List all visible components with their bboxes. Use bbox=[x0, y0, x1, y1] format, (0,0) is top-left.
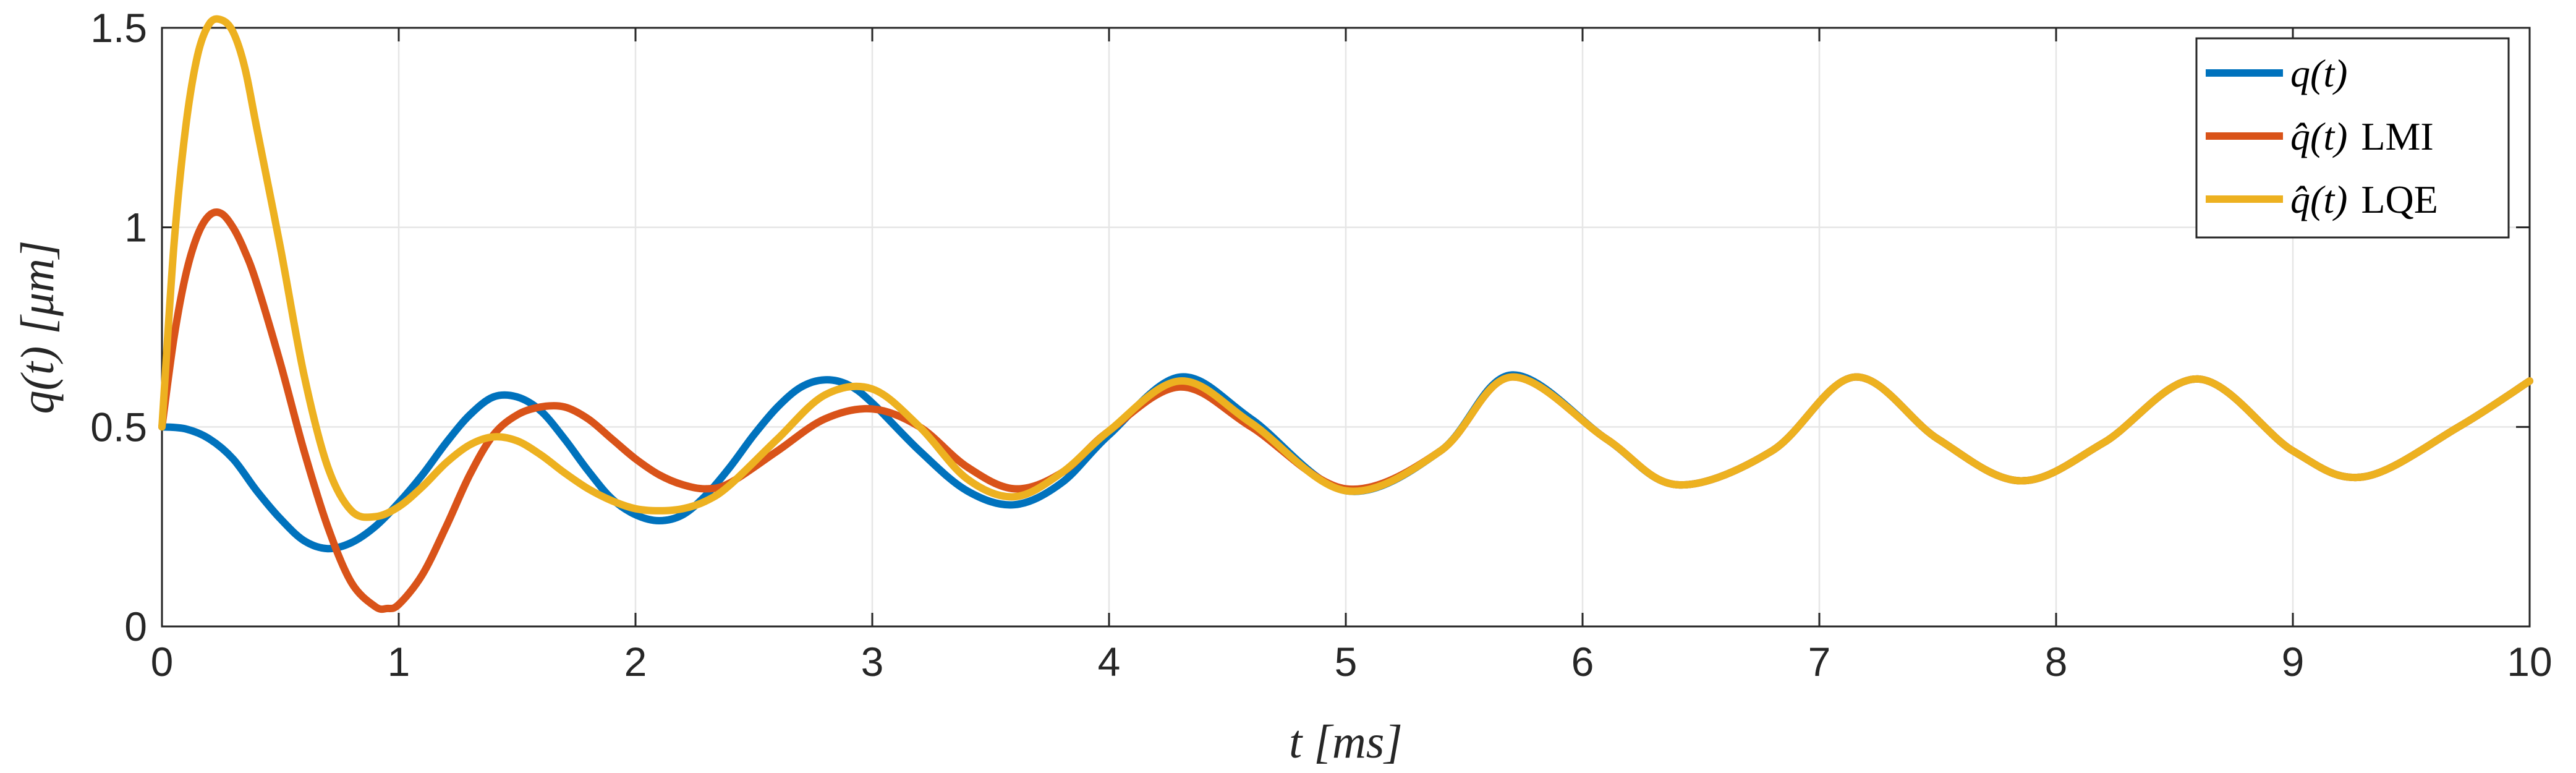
y-tick-label: 0 bbox=[124, 604, 147, 649]
y-axis-label: q(t) [μm] bbox=[12, 241, 64, 414]
legend-symbol: q(t) bbox=[2290, 51, 2347, 95]
x-tick-label: 10 bbox=[2507, 639, 2552, 685]
y-tick-label: 1 bbox=[124, 205, 147, 250]
legend-entry: q̂(t) LQE bbox=[2290, 177, 2438, 221]
legend: q(t) q̂(t) LMI q̂(t) LQE bbox=[2195, 37, 2510, 239]
legend-symbol: q̂(t) bbox=[2290, 177, 2347, 221]
x-tick-label: 5 bbox=[1335, 639, 1358, 685]
x-tick-label: 9 bbox=[2282, 639, 2305, 685]
x-tick-label: 4 bbox=[1098, 639, 1121, 685]
x-axis-label: t [ms] bbox=[1289, 716, 1403, 768]
series-line-3 bbox=[158, 15, 2533, 521]
x-tick-label: 0 bbox=[151, 639, 174, 685]
legend-symbol: q̂(t) bbox=[2290, 114, 2347, 158]
y-tick-label: 1.5 bbox=[90, 5, 147, 51]
x-tick-label: 8 bbox=[2045, 639, 2068, 685]
axis-ticks: 0 1 2 3 4 5 6 7 8 9 10 0 0.5 1 1.5 bbox=[90, 5, 2552, 685]
legend-suffix: LMI bbox=[2361, 114, 2433, 158]
series-lines bbox=[158, 15, 2533, 613]
legend-entry: q̂(t) LMI bbox=[2290, 114, 2434, 158]
x-tick-label: 1 bbox=[388, 639, 410, 685]
grid bbox=[161, 27, 2531, 628]
legend-suffix: LQE bbox=[2361, 177, 2438, 221]
x-tick-label: 3 bbox=[861, 639, 884, 685]
x-tick-label: 7 bbox=[1808, 639, 1831, 685]
legend-entry: q(t) bbox=[2290, 51, 2347, 95]
x-tick-label: 6 bbox=[1571, 639, 1594, 685]
x-tick-label: 2 bbox=[624, 639, 647, 685]
y-tick-label: 0.5 bbox=[90, 404, 147, 450]
